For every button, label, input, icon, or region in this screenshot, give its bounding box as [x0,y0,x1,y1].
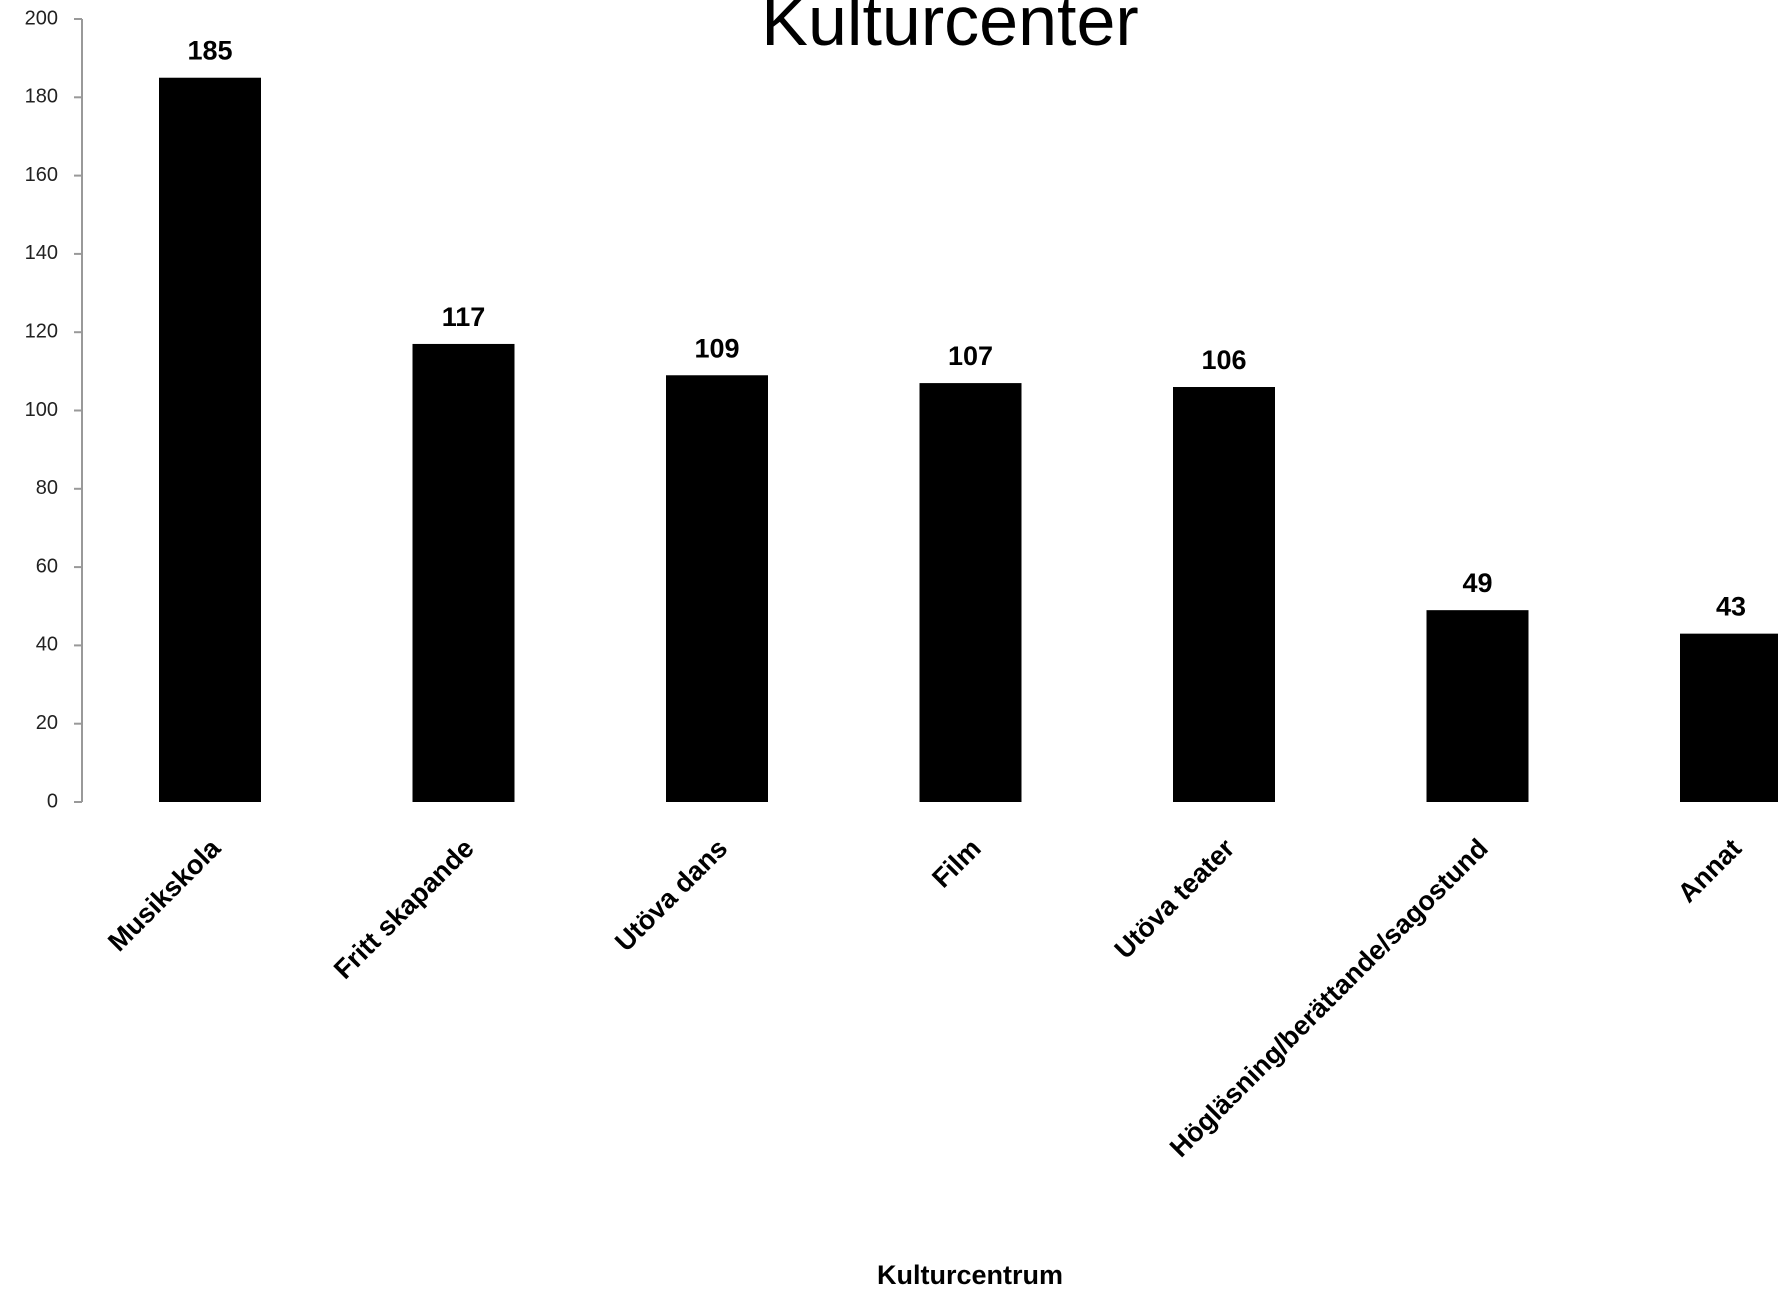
x-axis-label: Kulturcentrum [877,1260,1063,1290]
x-tick-label: Fritt skapande [328,833,480,985]
data-label: 49 [1462,568,1492,598]
data-label: 43 [1716,592,1746,622]
data-label: 117 [442,302,486,332]
bar [666,375,768,802]
y-tick-label: 20 [36,712,58,734]
x-tick-label: Film [926,833,986,893]
x-tick-label: Utöva teater [1109,833,1241,965]
y-tick-label: 200 [25,7,58,29]
bar [412,343,515,802]
x-tick-label: Annat [1672,833,1747,908]
y-tick-label: 180 [25,86,58,108]
bar [919,383,1022,802]
x-tick-label: Högläsning/berättande/sagostund [1164,833,1494,1163]
y-tick-label: 80 [36,477,58,499]
chart-title: Kulturcenter [761,0,1138,60]
bar [1173,387,1275,802]
data-label: 106 [1201,345,1246,375]
x-tick-label: Musikskola [102,832,227,957]
data-label: 107 [948,341,993,371]
data-label: 109 [694,333,739,363]
y-tick-label: 60 [36,555,58,577]
y-tick-label: 120 [25,320,58,342]
data-label: 185 [187,36,232,66]
bar [1680,633,1778,802]
y-tick-label: 140 [25,242,58,264]
y-tick-label: 160 [25,164,58,186]
y-tick-label: 0 [47,790,58,812]
bar [159,77,261,803]
bar [1426,610,1529,802]
x-tick-label: Utöva dans [609,833,733,957]
y-tick-label: 100 [25,399,58,421]
y-tick-label: 40 [36,634,58,656]
